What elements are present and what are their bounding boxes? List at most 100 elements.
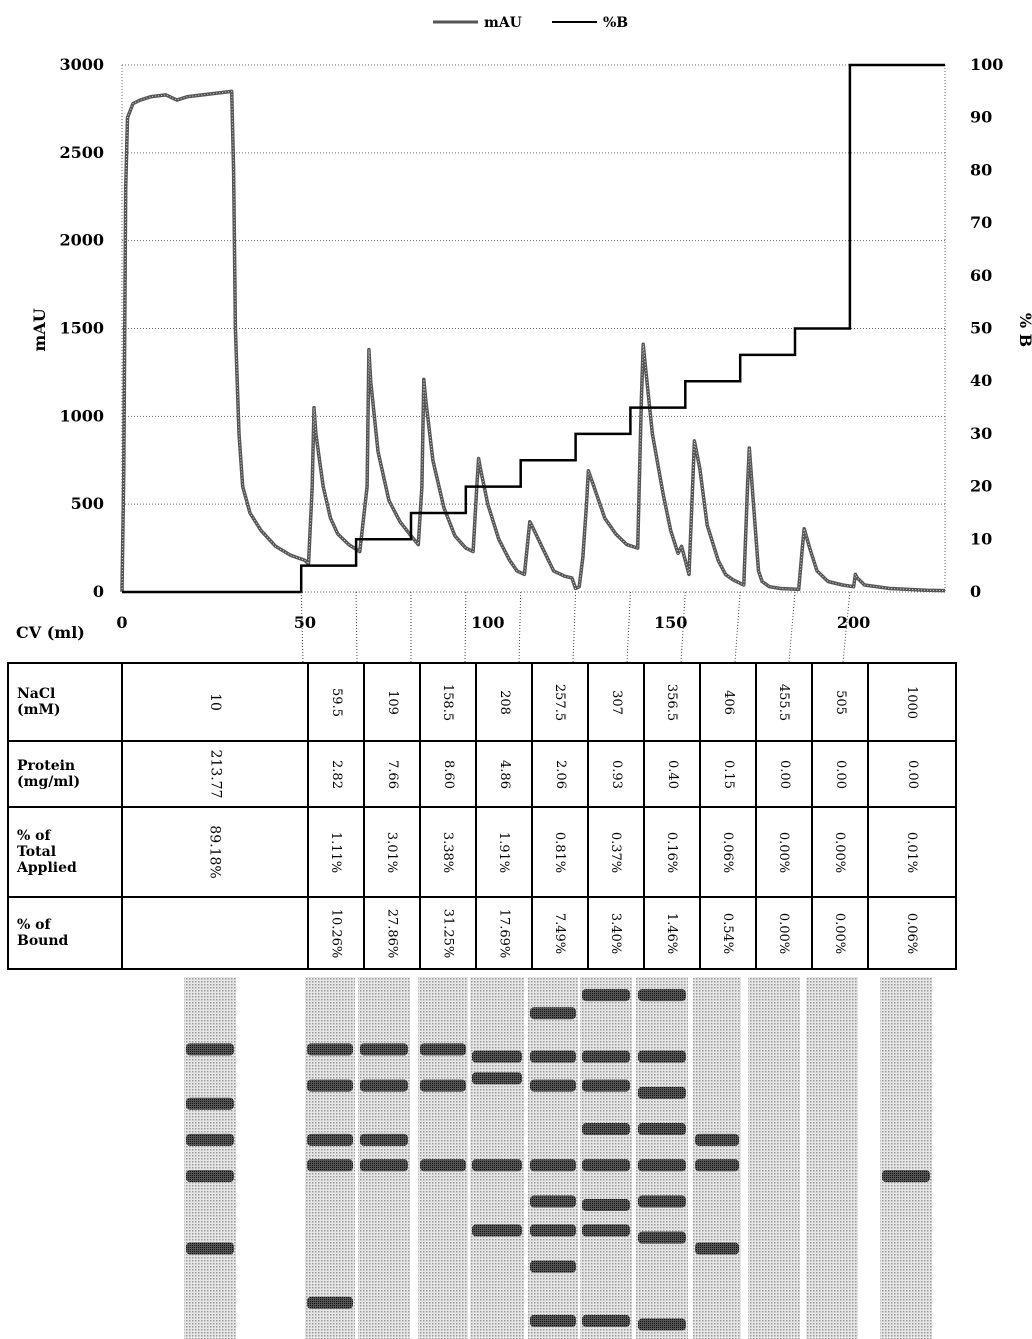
cell-value: 10.26% xyxy=(328,908,344,959)
table-cell: 0.81% xyxy=(531,806,589,898)
table-cell: 17.69% xyxy=(475,896,533,970)
gel-band xyxy=(530,1007,576,1020)
gel-lane xyxy=(880,977,932,1339)
legend-label-percent-b: %B xyxy=(603,15,628,31)
percent-b-series-line xyxy=(122,63,945,594)
table-cell: 10 xyxy=(121,662,309,742)
x-tick-label: 200 xyxy=(837,613,870,632)
cell-value: 158.5 xyxy=(440,683,456,722)
table-cell: 0.40 xyxy=(643,740,701,808)
table-cell: 0.00% xyxy=(811,896,869,970)
y2-tick-label: 80 xyxy=(970,160,992,179)
fraction-drop-line xyxy=(572,591,577,662)
table-cell: 3.01% xyxy=(363,806,421,898)
cell-value: 0.06% xyxy=(904,912,920,955)
cell-value: 31.25% xyxy=(440,908,456,959)
gel-band xyxy=(638,1086,686,1099)
gel-band xyxy=(530,1224,576,1237)
y-tick-label: 500 xyxy=(71,494,104,513)
row-label: NaCl (mM) xyxy=(7,662,123,742)
gel-lane-background xyxy=(418,977,468,1339)
table-cell: 356.5 xyxy=(643,662,701,742)
mau-series-highlight xyxy=(121,90,946,593)
table-cell: 505 xyxy=(811,662,869,742)
cell-value: 2.06 xyxy=(552,760,568,789)
row-label-line: Bound xyxy=(17,933,69,949)
gel-band xyxy=(307,1159,353,1172)
gel-band xyxy=(420,1159,466,1172)
gel-band xyxy=(530,1079,576,1092)
cell-value: 0.00% xyxy=(832,912,848,955)
sds-page-gel xyxy=(184,977,932,1339)
gel-band xyxy=(472,1072,522,1085)
y-tick-label: 2500 xyxy=(59,143,104,162)
row-label-line: % of xyxy=(17,916,51,933)
table-cell xyxy=(121,896,309,970)
fraction-drop-line xyxy=(355,591,358,662)
x-tick-label: 100 xyxy=(471,613,504,632)
table-cell: 455.5 xyxy=(755,662,813,742)
gel-band xyxy=(186,1133,234,1146)
x-tick-label: 150 xyxy=(654,613,687,632)
table-row: % of Total Applied 89.18% 1.11% 3.01% 3.38% 1.9… xyxy=(7,806,957,898)
cell-value: 3.40% xyxy=(608,912,624,955)
cell-value: 356.5 xyxy=(664,683,680,722)
gel-lane xyxy=(470,977,524,1339)
gel-band xyxy=(186,1043,234,1056)
gel-band xyxy=(582,1159,630,1172)
y2-tick-label: 20 xyxy=(970,477,992,496)
table-cell: 0.37% xyxy=(587,806,645,898)
cell-value: 7.66 xyxy=(384,760,400,789)
gel-band xyxy=(307,1043,353,1056)
gel-lane xyxy=(528,977,578,1339)
table-cell: 59.5 xyxy=(307,662,365,742)
table-cell: 2.06 xyxy=(531,740,589,808)
cell-value: 0.40 xyxy=(664,760,680,789)
row-label-line: (mM) xyxy=(17,702,61,718)
y-tick-label: 0 xyxy=(93,582,104,601)
series-layer xyxy=(120,63,946,594)
cell-value: 3.38% xyxy=(440,831,456,874)
table-cell: 0.00 xyxy=(811,740,869,808)
y-axis-title: mAU xyxy=(30,308,49,351)
gel-band xyxy=(530,1314,576,1327)
gel-lane xyxy=(693,977,741,1339)
table-cell: 0.06% xyxy=(699,806,757,898)
row-label: % of Total Applied xyxy=(7,806,123,898)
cell-value: 0.16% xyxy=(664,831,680,874)
cell-value: 0.93 xyxy=(608,760,624,789)
cell-value: 0.00 xyxy=(904,760,920,789)
y-tick-label: 1000 xyxy=(59,406,104,425)
row-label: % of Bound xyxy=(7,896,123,970)
cell-value: 59.5 xyxy=(328,688,344,717)
gel-band xyxy=(186,1097,234,1110)
fraction-drop-line xyxy=(734,591,741,662)
row-label-line: Total xyxy=(17,843,57,860)
gel-band xyxy=(472,1159,522,1172)
cell-value: 3.01% xyxy=(384,831,400,874)
table-cell: 406 xyxy=(699,662,757,742)
cell-value: 2.82 xyxy=(328,760,344,789)
table-cell: 3.40% xyxy=(587,896,645,970)
gel-band xyxy=(882,1170,930,1183)
cell-value: 0.00% xyxy=(776,912,792,955)
table-cell: 158.5 xyxy=(419,662,477,742)
table-cell: 0.00% xyxy=(755,806,813,898)
row-label-line: Applied xyxy=(17,860,77,877)
gel-band xyxy=(530,1159,576,1172)
gel-band xyxy=(695,1159,739,1172)
cell-value: 0.54% xyxy=(720,912,736,955)
fraction-drop-line xyxy=(464,591,467,662)
gel-lane xyxy=(184,977,236,1339)
gel-band xyxy=(472,1224,522,1237)
cell-value: 0.81% xyxy=(552,831,568,874)
gel-lane xyxy=(580,977,632,1339)
gel-band xyxy=(638,1195,686,1208)
table-cell: 109 xyxy=(363,662,421,742)
cell-value: 1000 xyxy=(904,685,920,720)
mau-series-line xyxy=(120,89,946,593)
gel-band xyxy=(638,1318,686,1331)
gel-lane-background xyxy=(748,977,800,1339)
table-cell: 0.15 xyxy=(699,740,757,808)
